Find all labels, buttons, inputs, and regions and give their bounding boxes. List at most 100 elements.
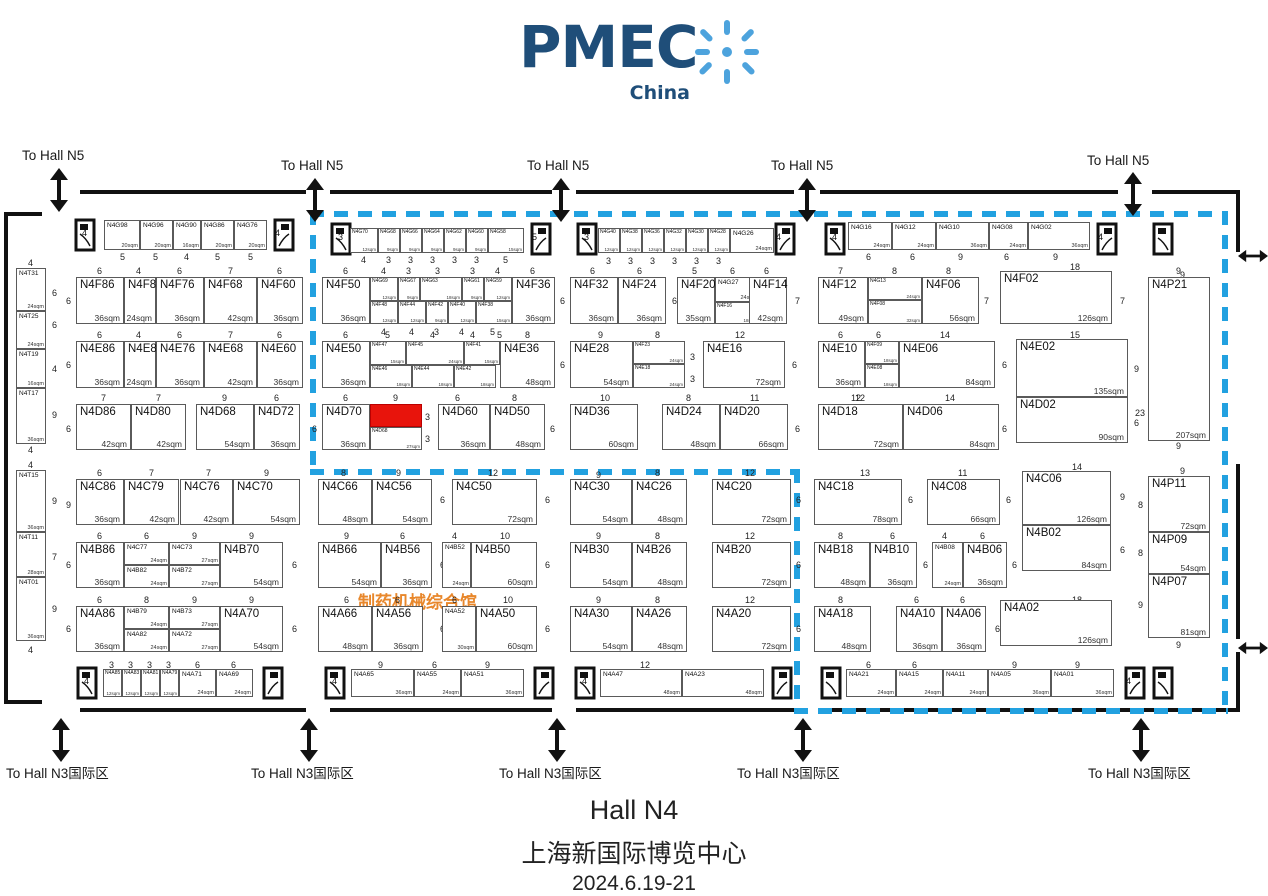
- booth-N4G30[interactable]: N4G30 12sqm: [686, 228, 708, 253]
- booth-N4P09[interactable]: N4P09 54sqm: [1148, 532, 1210, 574]
- booth-N4G58[interactable]: N4G58 15sqm: [488, 228, 524, 253]
- booth-N4D50[interactable]: N4D50 48sqm: [490, 404, 545, 450]
- booth-N4E02[interactable]: N4E02 135sqm: [1016, 339, 1128, 397]
- entry-door-icon[interactable]: 4: [824, 222, 852, 256]
- booth-N4G08[interactable]: N4G08 24sqm: [989, 222, 1028, 250]
- booth-N4D24[interactable]: N4D24 48sqm: [662, 404, 720, 450]
- entry-door-icon[interactable]: 4: [768, 222, 796, 256]
- booth-N4A06[interactable]: N4A06 36sqm: [942, 606, 986, 652]
- booth-N4G62[interactable]: N4G62 9sqm: [444, 228, 466, 253]
- booth-N4B56[interactable]: N4B56 36sqm: [381, 542, 432, 588]
- booth-N4F20[interactable]: N4F20 35sqm: [677, 277, 716, 324]
- booth-N4G32[interactable]: N4G32 12sqm: [664, 228, 686, 253]
- booth-N4F45[interactable]: N4F45 24sqm: [406, 341, 464, 365]
- booth-N4F24[interactable]: N4F24 36sqm: [618, 277, 666, 324]
- booth-N4G61[interactable]: N4G61 9sqm: [462, 277, 484, 301]
- booth-N4C66[interactable]: N4C66 48sqm: [318, 479, 372, 525]
- entry-door-icon[interactable]: [765, 666, 793, 700]
- booth-N4E06[interactable]: N4E06 84sqm: [899, 341, 995, 388]
- booth-N4A21[interactable]: N4A21 24sqm: [846, 669, 896, 697]
- booth-N4F40[interactable]: N4F40 12sqm: [448, 301, 476, 324]
- booth-N4G70[interactable]: N4G70 12sqm: [350, 228, 378, 253]
- entry-door-icon[interactable]: 4: [324, 666, 352, 700]
- booth-N4T31[interactable]: N4T31 24sqm: [16, 268, 46, 311]
- booth-N4E46[interactable]: N4E46 18sqm: [370, 365, 412, 388]
- booth-N4A65[interactable]: N4A65 36sqm: [351, 669, 414, 697]
- booth-N4G90[interactable]: N4G90 16sqm: [173, 220, 201, 250]
- booth-N4F38[interactable]: N4F38 15sqm: [476, 301, 512, 324]
- entry-door-icon[interactable]: 4: [76, 666, 104, 700]
- booth-N4A10[interactable]: N4A10 36sqm: [896, 606, 942, 652]
- booth-N4E08[interactable]: N4E08 18sqm: [865, 364, 899, 388]
- booth-N4A05[interactable]: N4A05 36sqm: [988, 669, 1051, 697]
- booth-N4E18[interactable]: N4E18 24sqm: [633, 364, 685, 388]
- booth-N4C30[interactable]: N4C30 54sqm: [570, 479, 632, 525]
- booth-N4C77[interactable]: N4C77 24sqm: [124, 542, 169, 565]
- booth-N4G12[interactable]: N4G12 24sqm: [892, 222, 936, 250]
- booth-N4C26[interactable]: N4C26 48sqm: [632, 479, 687, 525]
- entry-door-icon[interactable]: [820, 666, 848, 700]
- booth-N4B70[interactable]: N4B70 54sqm: [220, 542, 283, 588]
- booth-N4A71[interactable]: N4A71 24sqm: [179, 669, 216, 697]
- booth-N4A70[interactable]: N4A70 54sqm: [220, 606, 283, 652]
- entry-door-icon[interactable]: 5: [524, 222, 552, 256]
- booth-N4B06[interactable]: N4B06 36sqm: [963, 542, 1007, 588]
- booth-N4C86[interactable]: N4C86 36sqm: [76, 479, 124, 525]
- booth-N4B26[interactable]: N4B26 48sqm: [632, 542, 687, 588]
- booth-N4D70[interactable]: N4D70 36sqm: [322, 404, 370, 450]
- booth-N4D02[interactable]: N4D02 90sqm: [1016, 397, 1128, 443]
- booth-N4D68[interactable]: N4D68 54sqm: [196, 404, 254, 450]
- booth-N4A30[interactable]: N4A30 54sqm: [570, 606, 632, 652]
- booth-N4G60[interactable]: N4G60 9sqm: [466, 228, 488, 253]
- booth-N4G16[interactable]: N4G16 24sqm: [848, 222, 892, 250]
- booth-N4G63[interactable]: N4G63 18sqm: [420, 277, 462, 301]
- booth-N4A26[interactable]: N4A26 48sqm: [632, 606, 687, 652]
- booth-N4F14[interactable]: N4F14 42sqm: [749, 277, 788, 324]
- booth-N4G69[interactable]: N4G69 12sqm: [370, 277, 398, 301]
- booth-N4A20[interactable]: N4A20 72sqm: [712, 606, 791, 652]
- booth-N4C18[interactable]: N4C18 78sqm: [814, 479, 902, 525]
- booth-N4A81[interactable]: N4A81 12sqm: [141, 669, 160, 697]
- booth-N4D68[interactable]: N4D68 27sqm: [370, 427, 422, 450]
- booth-N4T19[interactable]: N4T19 16sqm: [16, 349, 46, 388]
- booth-N4F44[interactable]: N4F44 12sqm: [398, 301, 426, 324]
- booth-N4C70[interactable]: N4C70 54sqm: [233, 479, 300, 525]
- booth-N4D80[interactable]: N4D80 42sqm: [131, 404, 186, 450]
- booth-N4P11[interactable]: N4P11 72sqm: [1148, 476, 1210, 532]
- booth-N4B72[interactable]: N4B72 27sqm: [169, 565, 220, 588]
- booth-N4E10[interactable]: N4E10 36sqm: [818, 341, 865, 388]
- booth-N4G02[interactable]: N4G02 36sqm: [1028, 222, 1090, 250]
- booth-N4D18[interactable]: N4D18 72sqm: [818, 404, 903, 450]
- booth-N4G59[interactable]: N4G59 12sqm: [484, 277, 512, 301]
- booth-N4P21[interactable]: N4P21 207sqm: [1148, 277, 1210, 441]
- booth-N4F50[interactable]: N4F50 36sqm: [322, 277, 370, 324]
- booth-N4F23[interactable]: N4F23 24sqm: [633, 341, 685, 364]
- booth-N4F36[interactable]: N4F36 36sqm: [512, 277, 555, 324]
- booth-N4T01[interactable]: N4T01 36sqm: [16, 577, 46, 641]
- booth-N4B52[interactable]: N4B52 24sqm: [442, 542, 471, 588]
- booth-N4C73[interactable]: N4C73 27sqm: [169, 542, 220, 565]
- booth-N4B20[interactable]: N4B20 72sqm: [712, 542, 791, 588]
- booth-N4P07[interactable]: N4P07 81sqm: [1148, 574, 1210, 638]
- booth-N4B18[interactable]: N4B18 48sqm: [814, 542, 870, 588]
- booth-N4D60[interactable]: N4D60 36sqm: [438, 404, 490, 450]
- booth-N4A83[interactable]: N4A83 12sqm: [122, 669, 141, 697]
- booth-N4D69[interactable]: N4D69 27sqm: [370, 404, 422, 427]
- booth-N4B50[interactable]: N4B50 60sqm: [471, 542, 537, 588]
- entry-door-icon[interactable]: 4: [1118, 666, 1146, 700]
- booth-N4F42[interactable]: N4F42 9sqm: [426, 301, 448, 324]
- booth-N4G28[interactable]: N4G28 12sqm: [708, 228, 730, 253]
- booth-N4E86[interactable]: N4E86 36sqm: [76, 341, 124, 388]
- booth-N4F08[interactable]: N4F08 32sqm: [868, 300, 922, 324]
- booth-N4T15[interactable]: N4T15 36sqm: [16, 470, 46, 532]
- booth-N4F82[interactable]: N4F82 24sqm: [124, 277, 163, 324]
- booth-N4A47[interactable]: N4A47 48sqm: [600, 669, 682, 697]
- booth-N4G36[interactable]: N4G36 12sqm: [642, 228, 664, 253]
- booth-N4A51[interactable]: N4A51 36sqm: [461, 669, 524, 697]
- booth-N4E68[interactable]: N4E68 42sqm: [204, 341, 257, 388]
- booth-N4E16[interactable]: N4E16 72sqm: [703, 341, 785, 388]
- booth-N4A23[interactable]: N4A23 48sqm: [682, 669, 764, 697]
- booth-N4G26[interactable]: N4G26 24sqm: [730, 228, 774, 253]
- booth-N4A50[interactable]: N4A50 60sqm: [476, 606, 537, 652]
- booth-N4A52[interactable]: N4A52 30sqm: [442, 606, 476, 652]
